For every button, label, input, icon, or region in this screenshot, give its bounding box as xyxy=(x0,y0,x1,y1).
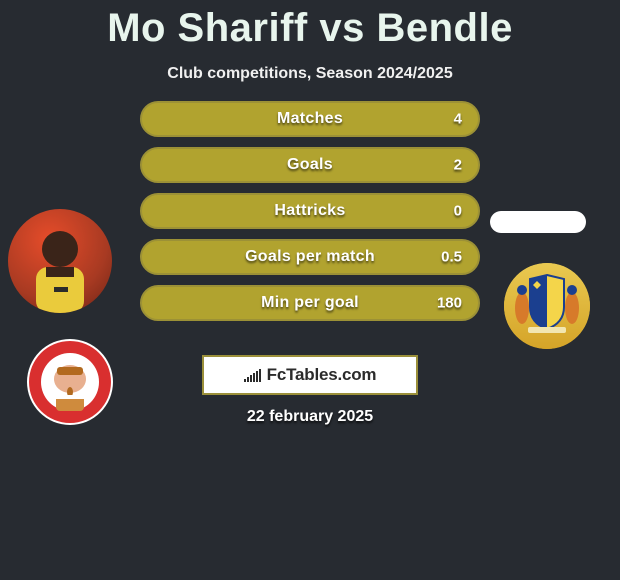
stat-value: 180 xyxy=(437,295,462,312)
stat-value: 0 xyxy=(454,203,462,220)
stat-label: Min per goal xyxy=(261,294,359,312)
brand-text: FcTables.com xyxy=(267,365,377,385)
stat-label: Matches xyxy=(277,110,343,128)
stat-value: 2 xyxy=(454,157,462,174)
stat-label: Goals xyxy=(287,156,333,174)
stat-row-matches: Matches 4 xyxy=(140,101,480,137)
stat-value: 4 xyxy=(454,111,462,128)
stat-label: Goals per match xyxy=(245,248,375,266)
stat-row-goals-per-match: Goals per match 0.5 xyxy=(140,239,480,275)
opponent-crest-icon xyxy=(504,263,590,349)
generated-date: 22 february 2025 xyxy=(0,408,620,426)
page-title: Mo Shariff vs Bendle xyxy=(0,0,620,51)
stat-row-min-per-goal: Min per goal 180 xyxy=(140,285,480,321)
stat-row-hattricks: Hattricks 0 xyxy=(140,193,480,229)
player-right-club-badge xyxy=(504,263,590,349)
stat-row-goals: Goals 2 xyxy=(140,147,480,183)
stats-list: Matches 4 Goals 2 Hattricks 0 Goals per … xyxy=(140,101,480,331)
player-headshot-icon xyxy=(8,209,112,313)
stat-value: 0.5 xyxy=(441,249,462,266)
brand-attribution[interactable]: FcTables.com xyxy=(202,355,418,395)
page-subtitle: Club competitions, Season 2024/2025 xyxy=(0,51,620,83)
player-left-avatar xyxy=(8,209,112,313)
player-right-name-pill xyxy=(490,211,586,233)
brand-chart-icon xyxy=(244,368,261,382)
stat-label: Hattricks xyxy=(274,202,345,220)
